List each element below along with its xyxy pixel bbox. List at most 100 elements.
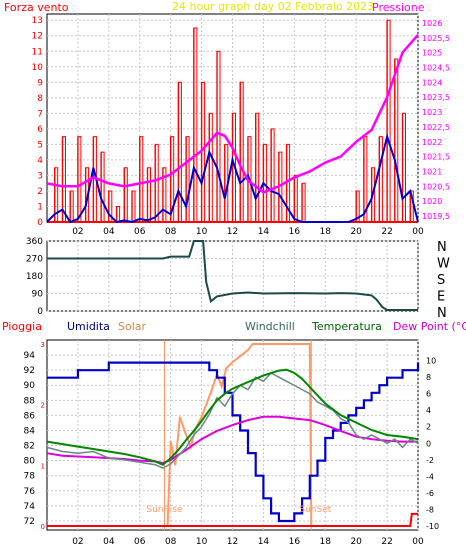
y-humidity-tick-label: 72 — [24, 517, 35, 527]
y-temperature-tick-label: 4 — [426, 406, 431, 415]
x-tick-label: 02 — [72, 227, 83, 237]
y-right-tick-label: 1023 — [422, 108, 442, 117]
y-tick-label: 0 — [37, 307, 43, 317]
x-tick-label: 10 — [196, 227, 208, 237]
y-right-tick-label: 1020 — [422, 197, 442, 206]
y-temperature-tick-label: -4 — [426, 472, 434, 481]
pressure-series — [46, 33, 419, 194]
y-tick-label: 180 — [26, 272, 43, 282]
windchill-series — [46, 372, 419, 469]
y-humidity-tick-label: 84 — [24, 426, 36, 436]
y-left-tick-label: 13 — [32, 16, 43, 26]
bottom-series — [46, 343, 420, 527]
windchill-label: Windchill — [245, 320, 295, 333]
y-temperature-tick-label: 8 — [426, 373, 431, 382]
x-tick-label: 00 — [412, 227, 424, 237]
y-temperature-tick-label: -10 — [426, 522, 439, 531]
y-humidity-tick-label: 80 — [24, 457, 36, 467]
x-tick-label: 12 — [227, 227, 238, 237]
y-humidity-tick-label: 74 — [24, 502, 36, 512]
y-humidity-tick-label: 92 — [24, 366, 35, 376]
wind-speed-label: Forza vento — [4, 1, 69, 14]
pressure-label: Pressione — [372, 1, 425, 14]
x-tick-label: 16 — [289, 227, 301, 237]
x-tick-label: 02 — [72, 537, 83, 547]
y-rain-tick-label: 3 — [41, 341, 45, 349]
x-tick-label: 18 — [320, 537, 332, 547]
solar-series — [164, 343, 313, 527]
y-left-tick-label: 10 — [32, 63, 44, 73]
y-left-tick-label: 0 — [37, 218, 43, 228]
y-humidity-tick-label: 82 — [24, 442, 35, 452]
compass-label: S — [437, 273, 445, 288]
x-tick-label: 16 — [289, 537, 301, 547]
compass-label: W — [437, 257, 450, 272]
direction-series — [47, 240, 418, 311]
compass-label: N — [437, 240, 447, 255]
x-tick-label: 12 — [227, 537, 238, 547]
y-temperature-tick-label: 2 — [426, 423, 431, 432]
y-left-tick-label: 6 — [37, 125, 43, 135]
y-temperature-tick-label: -6 — [426, 489, 434, 498]
humidity-series — [47, 361, 420, 523]
y-tick-label: 90 — [32, 290, 44, 300]
x-tick-label: 22 — [381, 537, 392, 547]
y-left-tick-label: 5 — [37, 140, 43, 150]
y-right-tick-label: 1023,5 — [422, 93, 450, 102]
x-tick-label: 20 — [350, 227, 362, 237]
y-right-tick-label: 1019,5 — [422, 212, 450, 221]
x-tick-label: 14 — [258, 227, 270, 237]
top-axis-ticks: 02 04 06 08 10 12 14 16 18 20 22 000123456789101112… — [32, 16, 450, 237]
y-humidity-tick-label: 90 — [24, 381, 36, 391]
y-temperature-tick-label: -8 — [426, 505, 434, 514]
y-right-tick-label: 1025 — [422, 49, 442, 58]
y-right-tick-label: 1022,5 — [422, 123, 450, 132]
x-tick-label: 20 — [350, 537, 362, 547]
x-tick-label: 06 — [134, 227, 146, 237]
y-rain-tick-label: 2 — [41, 402, 45, 410]
wind-direction-series — [47, 240, 418, 311]
y-left-tick-label: 2 — [37, 187, 43, 197]
dewpoint-label: Dew Point (°C) — [393, 320, 466, 333]
x-tick-label: 08 — [165, 227, 177, 237]
x-tick-label: 14 — [258, 537, 270, 547]
wind-speed-series — [46, 132, 419, 224]
y-right-tick-label: 1024 — [422, 78, 442, 87]
y-humidity-tick-label: 78 — [24, 472, 36, 482]
y-temperature-tick-label: -2 — [426, 456, 434, 465]
sunset-label: SunSet — [299, 505, 331, 515]
x-tick-label: 04 — [103, 537, 115, 547]
y-right-tick-label: 1020,5 — [422, 182, 450, 191]
y-right-tick-label: 1025,5 — [422, 34, 450, 43]
x-tick-label: 22 — [381, 227, 392, 237]
y-left-tick-label: 7 — [37, 109, 43, 119]
y-humidity-tick-label: 94 — [24, 351, 36, 361]
temperature-series — [46, 368, 419, 466]
x-tick-label: 08 — [165, 537, 177, 547]
humidity-label: Umidita — [67, 320, 110, 333]
y-temperature-tick-label: 0 — [426, 439, 431, 448]
y-humidity-tick-label: 86 — [24, 411, 36, 421]
x-tick-label: 18 — [320, 227, 332, 237]
x-tick-label: 04 — [103, 227, 115, 237]
y-humidity-tick-label: 88 — [24, 396, 36, 406]
y-rain-tick-label: 0 — [41, 523, 45, 531]
chart-title: 24 hour graph day 02 Febbraio 2023 — [172, 0, 374, 13]
bottom-axis-ticks: 727476788082848688909294-10-8-6-4-202468… — [24, 341, 440, 547]
y-left-tick-label: 1 — [37, 202, 43, 212]
y-tick-label: 360 — [26, 237, 43, 247]
rain-label: Pioggia — [2, 320, 42, 333]
x-tick-label: 00 — [412, 537, 424, 547]
y-temperature-tick-label: 6 — [426, 390, 431, 399]
y-left-tick-label: 12 — [32, 32, 43, 42]
y-left-tick-label: 9 — [37, 78, 43, 88]
y-left-tick-label: 8 — [37, 94, 43, 104]
temperature-label: Temperatura — [311, 320, 382, 333]
y-right-tick-label: 1021,5 — [422, 153, 450, 162]
y-right-tick-label: 1021 — [422, 167, 442, 176]
compass-label: E — [437, 290, 445, 305]
solar-label: Solar — [118, 320, 147, 333]
y-left-tick-label: 11 — [32, 47, 43, 57]
